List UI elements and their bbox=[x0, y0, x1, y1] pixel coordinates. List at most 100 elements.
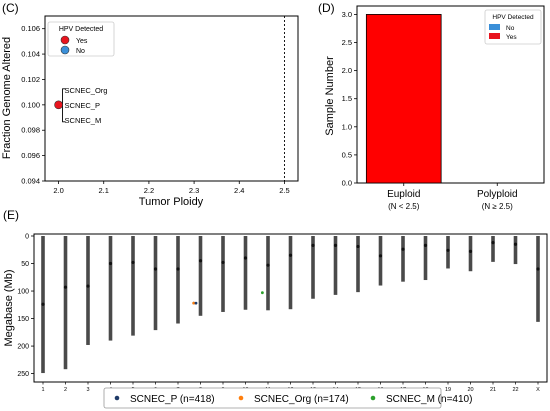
panel-d-x-tick-label: Polyploid bbox=[477, 189, 518, 200]
chromosome-track-4 bbox=[108, 236, 113, 341]
legend-no-marker bbox=[60, 45, 70, 55]
legend-scnec-p-marker bbox=[114, 395, 120, 401]
panel-d-bar-euploid bbox=[365, 14, 442, 184]
centromere-marker-X bbox=[536, 267, 540, 271]
panel-e-y-ticks: 0 50 100 150 200 250 bbox=[17, 234, 34, 378]
panel-e-legend-box bbox=[103, 387, 442, 409]
legend-scnec-p-label: SCNEC_P (n=418) bbox=[130, 394, 215, 405]
panel-e-point-scnec_org bbox=[192, 301, 196, 305]
panel-c-legend: HPV Detected Yes No bbox=[47, 21, 115, 57]
panel-e-point-scnec_m bbox=[260, 291, 264, 295]
panel-e-legend: SCNEC_P (n=418) SCNEC_Org (n=174) SCNEC_… bbox=[103, 387, 472, 409]
panel-c-y-tick-label: 0.100 bbox=[21, 100, 40, 109]
panel-c-y-tick-label: 0.098 bbox=[21, 126, 40, 135]
sample-annotation: SCNEC_P bbox=[65, 101, 100, 110]
chromosome-track-19 bbox=[446, 236, 450, 269]
centromere-marker-17 bbox=[401, 247, 405, 251]
legend-d-yes-label: Yes bbox=[506, 34, 517, 41]
panel-d-x-tick-label: Euploid bbox=[387, 189, 420, 200]
panel-c-x-ticks: 2.0 2.1 2.2 2.3 2.4 2.5 bbox=[53, 181, 290, 195]
panel-c-y-tick-label: 0.104 bbox=[21, 50, 40, 59]
chromosome-track-15 bbox=[356, 236, 360, 293]
chromosome-track-20 bbox=[468, 236, 473, 272]
panel-d-y-tick-label: 1.5 bbox=[342, 94, 352, 103]
panel-d: (D) 0.0 0.5 1.0 1.5 2.0 2.5 3.0 Euploid (N < 2.… bbox=[318, 1, 545, 211]
centromere-marker-21 bbox=[491, 241, 495, 245]
panel-e-x-tick-label: 20 bbox=[467, 387, 473, 393]
centromere-marker-12 bbox=[288, 253, 293, 257]
panel-c-x-tick-label: 2.3 bbox=[189, 186, 199, 195]
panel-e-ylabel: Megabase (Mb) bbox=[3, 269, 15, 346]
legend-scnec-org-label: SCNEC_Org (n=174) bbox=[254, 394, 349, 405]
centromere-marker-9 bbox=[221, 260, 225, 265]
panel-d-ylabel: Sample Number bbox=[324, 56, 336, 136]
panel-d-plot-frame bbox=[356, 5, 545, 184]
panel-c-y-ticks: 0.094 0.096 0.098 0.100 0.102 0.104 0.106 bbox=[21, 24, 45, 186]
panel-e-x-tick-label: 21 bbox=[490, 387, 496, 393]
panel-d-x-tick-sublabel: (N ≥ 2.5) bbox=[482, 202, 513, 211]
panel-c-legend-title: HPV Detected bbox=[59, 26, 103, 33]
chromosome-track-X bbox=[536, 236, 540, 322]
panel-d-y-tick-label: 0.0 bbox=[342, 179, 352, 188]
panel-d-x-ticks: Euploid (N < 2.5) Polyploid (N ≥ 2.5) bbox=[387, 183, 518, 211]
panel-c-points bbox=[54, 100, 63, 110]
panel-e-x-tick-label: 3 bbox=[86, 387, 89, 393]
legend-yes-label: Yes bbox=[76, 38, 88, 45]
legend-scnec-m-label: SCNEC_M (n=410) bbox=[386, 394, 472, 405]
chromosome-track-10 bbox=[243, 236, 248, 310]
panel-d-legend: HPV Detected No Yes bbox=[484, 9, 542, 45]
chromosome-tracks bbox=[41, 236, 540, 374]
legend-d-no-label: No bbox=[506, 25, 515, 32]
panel-d-y-tick-label: 3.0 bbox=[342, 10, 352, 19]
panel-c-label: (C) bbox=[2, 1, 19, 15]
panel-e-y-tick-label: 150 bbox=[17, 316, 29, 323]
panel-e-label: (E) bbox=[3, 208, 19, 222]
chromosome-track-17 bbox=[401, 236, 405, 282]
sample-annotation: SCNEC_M bbox=[65, 116, 102, 125]
panel-e-points bbox=[192, 291, 264, 305]
legend-scnec-m-marker bbox=[370, 395, 376, 401]
panel-c-x-tick-label: 2.0 bbox=[53, 186, 63, 195]
panel-c-x-tick-label: 2.2 bbox=[144, 186, 154, 195]
panel-e-x-tick-label: 1 bbox=[41, 387, 44, 393]
legend-no-swatch bbox=[489, 24, 500, 30]
chromosome-track-18 bbox=[423, 236, 428, 281]
centromere-marker-5 bbox=[131, 260, 135, 265]
chromosome-track-9 bbox=[221, 236, 225, 312]
centromere-marker-14 bbox=[333, 243, 338, 247]
panel-e-y-tick-label: 250 bbox=[17, 371, 29, 378]
panel-c-x-tick-label: 2.1 bbox=[99, 186, 109, 195]
panel-e-y-tick-label: 0 bbox=[25, 234, 29, 241]
legend-yes-swatch bbox=[489, 33, 500, 39]
centromere-marker-13 bbox=[311, 243, 315, 247]
panel-e-y-tick-label: 100 bbox=[17, 289, 29, 296]
centromere-marker-10 bbox=[243, 256, 248, 260]
panel-c-y-tick-label: 0.094 bbox=[21, 177, 40, 186]
chromosome-track-12 bbox=[288, 236, 293, 310]
panel-d-y-tick-label: 0.5 bbox=[342, 150, 352, 159]
chromosome-track-13 bbox=[311, 236, 315, 299]
centromere-marker-22 bbox=[513, 242, 518, 246]
chromosome-track-8 bbox=[198, 236, 203, 316]
panel-d-y-ticks: 0.0 0.5 1.0 1.5 2.0 2.5 3.0 bbox=[342, 10, 357, 188]
centromere-marker-2 bbox=[63, 285, 68, 289]
panel-d-y-tick-label: 1.0 bbox=[342, 122, 352, 131]
panel-c-y-tick-label: 0.106 bbox=[21, 24, 40, 33]
chromosome-track-7 bbox=[176, 236, 180, 324]
chromosome-track-11 bbox=[266, 236, 270, 311]
centromere-marker-15 bbox=[356, 244, 360, 249]
panel-d-y-tick-label: 2.0 bbox=[342, 66, 352, 75]
panel-d-x-tick-sublabel: (N < 2.5) bbox=[388, 202, 420, 211]
chromosome-track-14 bbox=[333, 236, 338, 295]
centromere-marker-19 bbox=[446, 248, 450, 252]
centromere-marker-3 bbox=[86, 284, 90, 288]
centromere-marker-18 bbox=[423, 243, 428, 247]
sample-annotation: SCNEC_Org bbox=[65, 86, 108, 95]
panel-c-x-tick-label: 2.4 bbox=[234, 186, 244, 195]
panel-e-x-tick-label: 2 bbox=[64, 387, 67, 393]
panel-c-x-tick-label: 2.5 bbox=[279, 186, 289, 195]
panel-c-plot-frame bbox=[44, 15, 299, 182]
centromere-marker-4 bbox=[108, 261, 113, 266]
